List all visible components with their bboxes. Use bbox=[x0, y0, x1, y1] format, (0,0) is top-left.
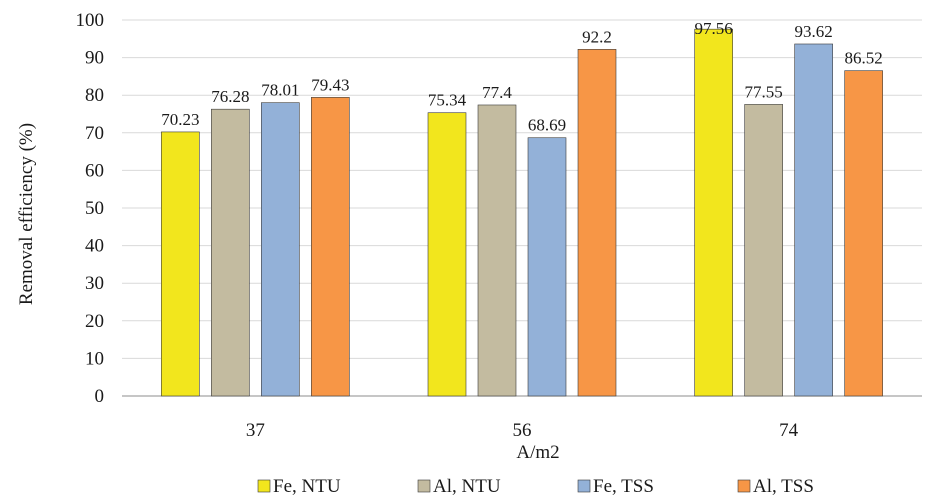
legend-swatch bbox=[417, 479, 431, 493]
y-tick-label: 90 bbox=[85, 48, 104, 69]
legend-swatch bbox=[577, 479, 591, 493]
legend-label: Al, TSS bbox=[753, 476, 814, 497]
bar bbox=[527, 137, 567, 397]
bar bbox=[161, 131, 200, 397]
legend-swatch bbox=[257, 479, 271, 493]
y-tick-labels: 0 10 20 30 40 50 60 70 80 90 100 bbox=[76, 10, 105, 407]
data-label: 75.34 bbox=[428, 91, 467, 110]
legend: Fe, NTU Al, NTU Fe, TSS Al, TSS bbox=[257, 476, 814, 497]
bar bbox=[794, 43, 833, 397]
data-label: 77.4 bbox=[482, 83, 512, 102]
y-axis-label: Removal efficiency (%) bbox=[16, 123, 37, 305]
bar bbox=[844, 70, 883, 397]
y-tick-label: 0 bbox=[95, 386, 105, 407]
data-label: 76.28 bbox=[211, 87, 249, 106]
bar bbox=[694, 28, 733, 397]
x-category-label: 74 bbox=[779, 420, 799, 441]
bar bbox=[477, 104, 517, 397]
data-label: 79.43 bbox=[311, 75, 349, 94]
y-tick-label: 20 bbox=[85, 311, 104, 332]
x-axis-label: A/m2 bbox=[516, 442, 559, 463]
x-category-label: 37 bbox=[246, 420, 265, 441]
bar bbox=[261, 102, 300, 397]
y-tick-label: 100 bbox=[76, 10, 105, 31]
data-label: 70.23 bbox=[161, 110, 199, 129]
data-labels: 70.23 76.28 78.01 79.43 75.34 77.4 68.69 92.2 97… bbox=[161, 19, 883, 135]
legend-label: Al, NTU bbox=[433, 476, 501, 497]
data-label: 93.62 bbox=[795, 22, 833, 41]
bar bbox=[744, 104, 783, 397]
y-tick-label: 10 bbox=[85, 348, 104, 369]
x-category-label: 56 bbox=[513, 420, 532, 441]
bar bbox=[311, 97, 350, 397]
bar bbox=[211, 108, 250, 397]
gridlines bbox=[122, 19, 922, 397]
bar bbox=[577, 49, 617, 397]
legend-label: Fe, NTU bbox=[273, 476, 341, 497]
data-label: 78.01 bbox=[261, 81, 299, 100]
bar bbox=[427, 112, 467, 397]
bars bbox=[161, 28, 883, 397]
data-label: 86.52 bbox=[845, 49, 883, 68]
legend-swatch bbox=[737, 479, 751, 493]
y-tick-label: 50 bbox=[85, 198, 104, 219]
data-label: 92.2 bbox=[582, 27, 612, 46]
data-label: 77.55 bbox=[745, 82, 783, 101]
data-label: 68.69 bbox=[528, 116, 566, 135]
y-tick-label: 60 bbox=[85, 160, 104, 181]
y-tick-label: 40 bbox=[85, 236, 104, 257]
y-tick-label: 80 bbox=[85, 85, 104, 106]
legend-label: Fe, TSS bbox=[593, 476, 654, 497]
y-tick-label: 70 bbox=[85, 123, 104, 144]
y-tick-label: 30 bbox=[85, 273, 104, 294]
category-labels: 37 56 74 bbox=[246, 420, 799, 441]
data-label: 97.56 bbox=[695, 19, 733, 38]
